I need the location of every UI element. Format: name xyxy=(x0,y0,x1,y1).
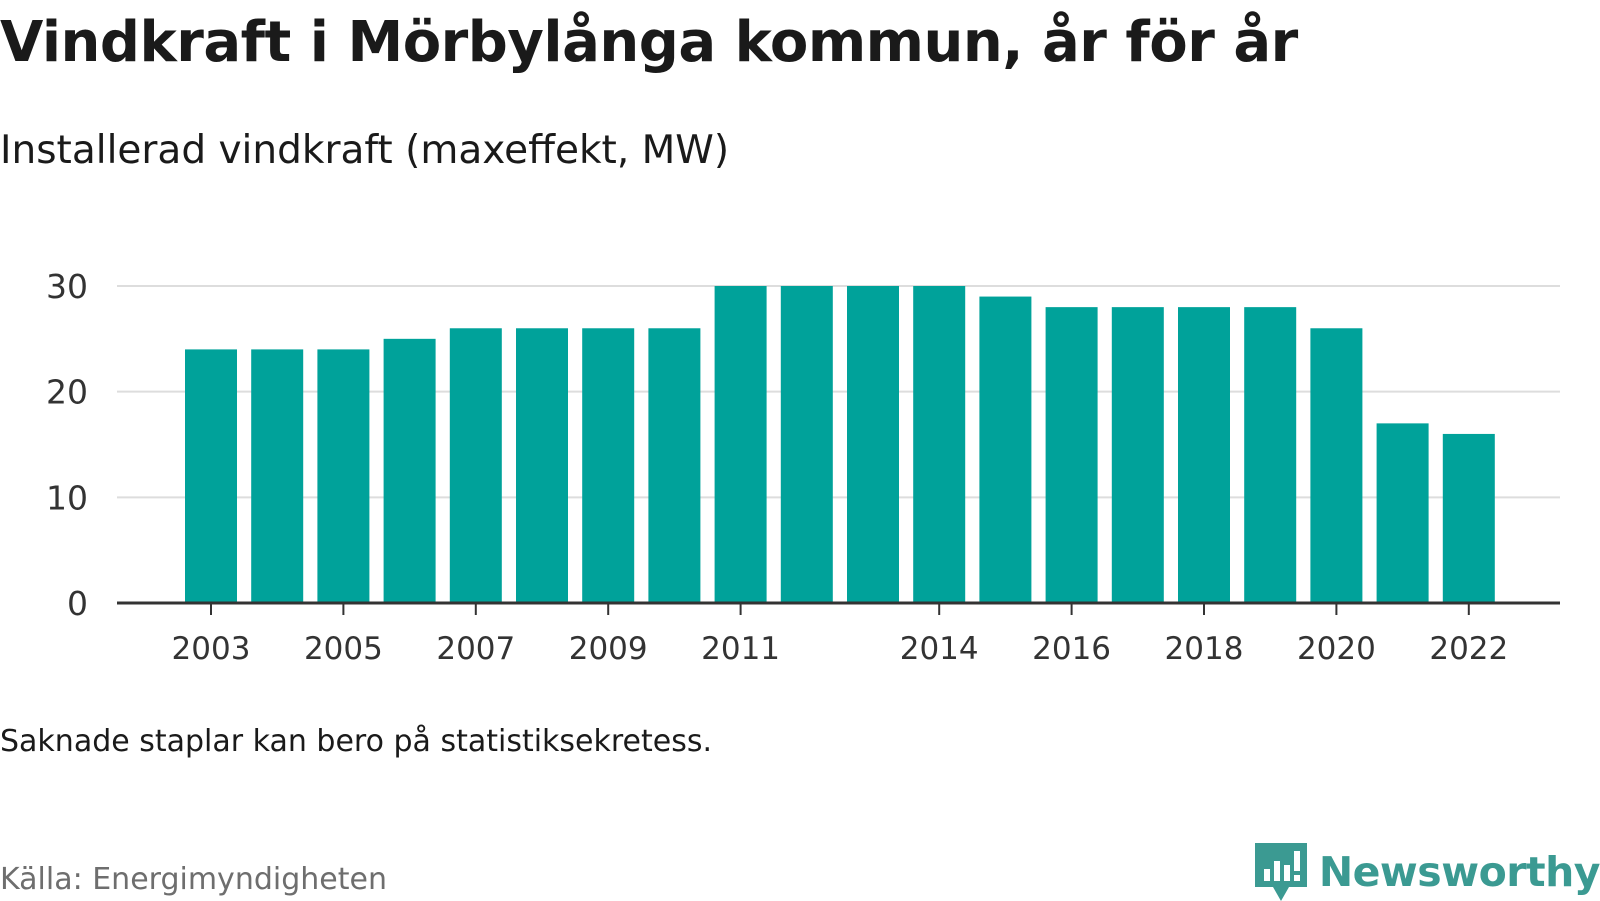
x-tick-label: 2018 xyxy=(1165,631,1244,667)
bar-2020 xyxy=(1310,328,1363,603)
chart-subtitle: Installerad vindkraft (maxeffekt, MW) xyxy=(0,128,730,173)
x-axis-ticks: 2003 2005 2007 2009 2011 2014 2016 2018 2020 2022 xyxy=(172,603,1508,667)
y-tick-label: 30 xyxy=(46,267,88,306)
bar-2006 xyxy=(383,338,436,603)
y-tick-label: 0 xyxy=(67,584,88,623)
y-tick-label: 20 xyxy=(46,373,88,412)
bar-2019 xyxy=(1244,307,1297,603)
brand-name: Newsworthy xyxy=(1318,848,1600,896)
x-tick-label: 2016 xyxy=(1032,631,1111,667)
x-tick-label: 2022 xyxy=(1429,631,1508,667)
chart-note: Saknade staplar kan bero på statistiksek… xyxy=(0,724,713,759)
bar-2016 xyxy=(1045,307,1098,603)
bar-2011 xyxy=(714,286,767,603)
bar-2003 xyxy=(185,349,237,603)
x-tick-label: 2020 xyxy=(1297,631,1376,667)
bar-2012 xyxy=(780,286,833,603)
bar-2022 xyxy=(1442,433,1495,603)
chart-title: Vindkraft i Mörbylånga kommun, år för år xyxy=(0,10,1298,75)
bar-2010 xyxy=(648,328,701,603)
bars xyxy=(117,286,1560,605)
x-tick-label: 2014 xyxy=(900,631,979,667)
y-tick-label: 10 xyxy=(46,478,88,517)
bar-2015 xyxy=(979,296,1032,603)
brand: Newsworthy xyxy=(1254,843,1600,901)
bar-chart: 0 10 20 30 2003 2005 2007 2009 2011 2014 2016 2018… xyxy=(46,267,1560,667)
x-tick-label: 2011 xyxy=(701,631,780,667)
x-tick-label: 2007 xyxy=(436,631,515,667)
bar-2008 xyxy=(516,328,568,603)
bar-2005 xyxy=(317,349,370,603)
y-axis-ticks: 0 10 20 30 xyxy=(46,267,88,623)
bar-2004 xyxy=(251,349,304,603)
bar-2014 xyxy=(913,286,966,603)
bar-2017 xyxy=(1111,307,1164,603)
bar-2013 xyxy=(847,286,899,603)
x-tick-label: 2005 xyxy=(304,631,383,667)
x-tick-label: 2009 xyxy=(569,631,648,667)
bar-2021 xyxy=(1376,423,1429,603)
x-tick-label: 2003 xyxy=(172,631,251,667)
bar-2018 xyxy=(1178,307,1230,603)
chart-source: Källa: Energimyndigheten xyxy=(0,862,387,897)
newsworthy-logo-icon xyxy=(1254,843,1307,901)
bar-2009 xyxy=(582,328,635,603)
bar-2007 xyxy=(449,328,502,603)
